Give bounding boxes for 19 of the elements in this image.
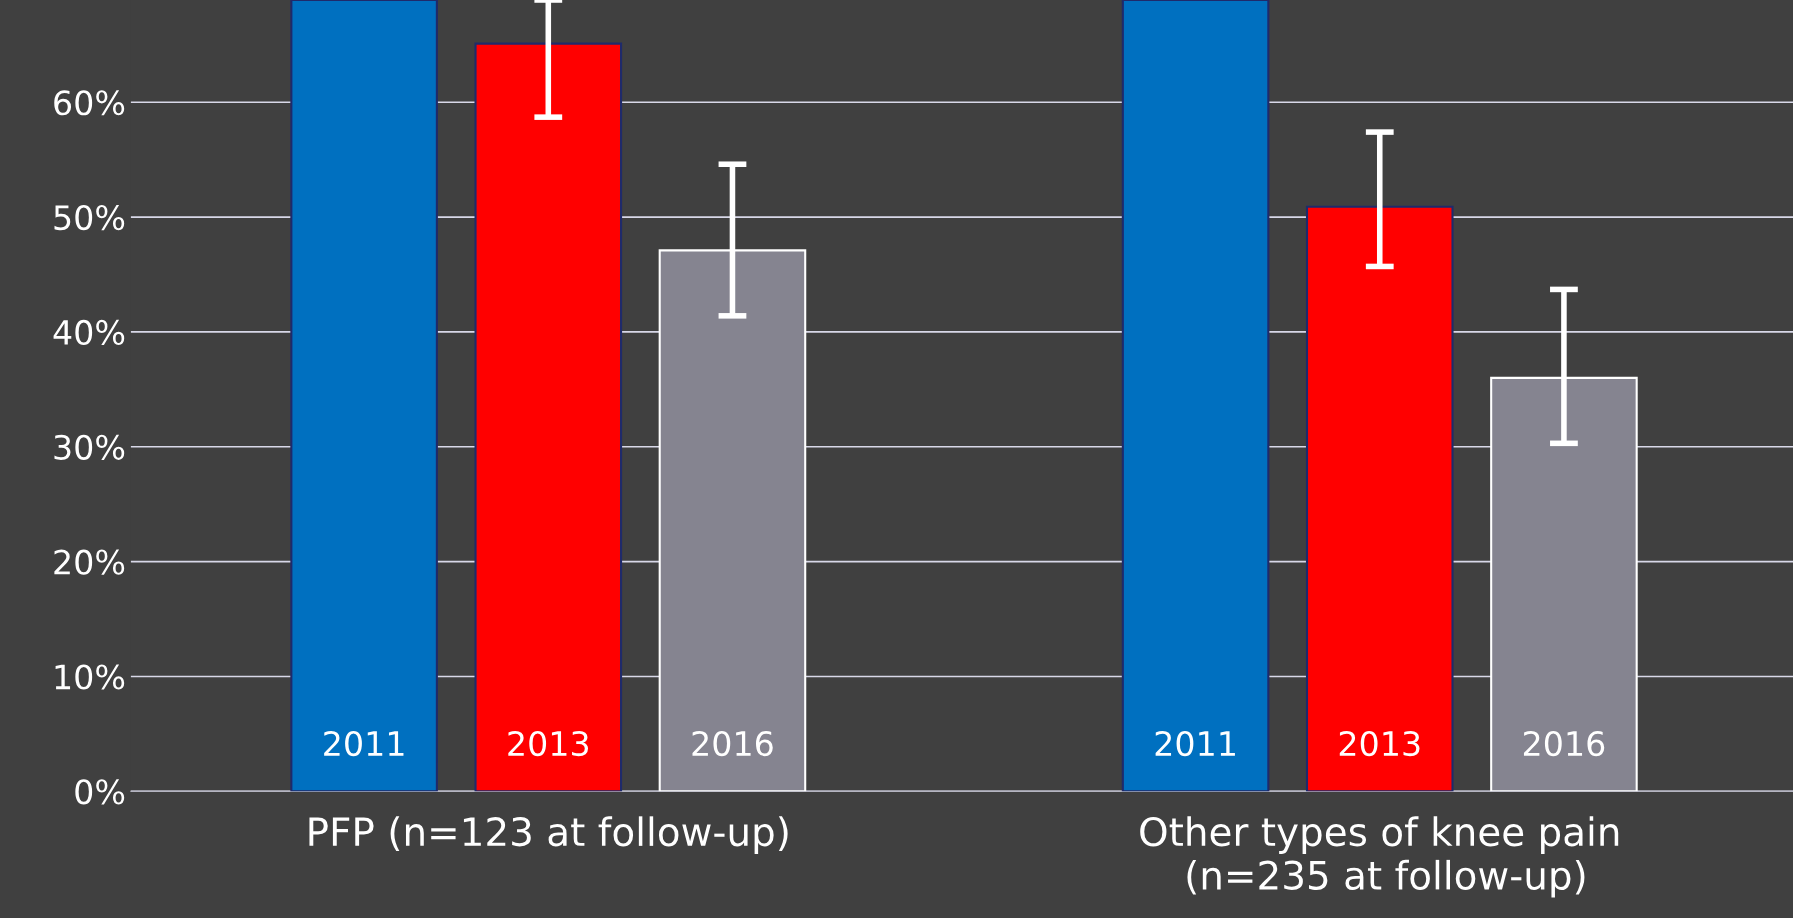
bar xyxy=(290,0,438,792)
series-label: 2011 xyxy=(324,730,404,757)
y-tick-label: 30% xyxy=(54,434,125,460)
series-label: 2013 xyxy=(1339,730,1420,757)
x-tick-label: Other types of knee pain (n=235 at follow-up) xyxy=(1140,816,1619,898)
y-tick-label: 60% xyxy=(54,90,125,116)
bar xyxy=(474,42,623,792)
y-tick-label: 40% xyxy=(53,319,125,346)
y-tick-label: 0% xyxy=(75,779,125,805)
text: 2011 xyxy=(1155,730,1235,757)
x-tick-label: PFP (n=123 at follow-up) xyxy=(309,816,788,854)
bar xyxy=(1121,0,1270,792)
y-tick-label: 50% xyxy=(54,204,125,231)
text: 2013 xyxy=(508,730,589,757)
text: 2016 xyxy=(692,730,773,757)
bar xyxy=(1305,205,1454,792)
y-tick-label: 20% xyxy=(54,549,125,575)
series-label: 2016 xyxy=(1523,730,1605,757)
y-tick-label: 10% xyxy=(55,664,125,690)
